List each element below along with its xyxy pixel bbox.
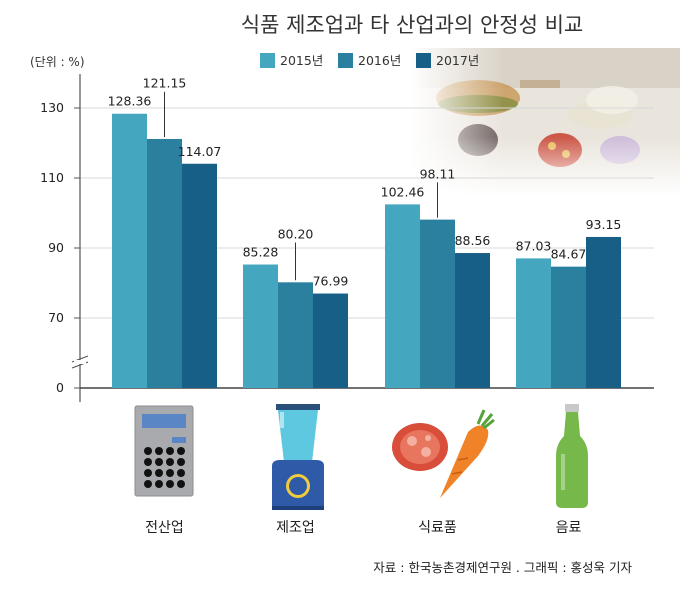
category-labels: 전산업 제조업 식료품 음료 <box>145 520 581 536</box>
legend-label: 2015년 <box>280 53 323 68</box>
bar-2016년-전산업 <box>147 138 182 388</box>
category-label: 음료 <box>556 520 582 536</box>
calculator-icon <box>134 405 194 497</box>
y-tick-label: 130 <box>40 100 64 115</box>
legend-swatch <box>260 53 275 68</box>
value-label: 84.67 <box>551 247 587 262</box>
y-axis-ticks: 0 70 90 110 130 <box>40 100 80 395</box>
bar-2015년-전산업 <box>112 113 147 389</box>
bar-2017년-음료 <box>586 236 621 388</box>
category-label: 전산업 <box>145 520 184 536</box>
food-photo-decoration <box>410 48 680 196</box>
bar-2016년-음료 <box>551 266 586 388</box>
legend-label: 2017년 <box>436 53 479 68</box>
bars <box>112 113 621 389</box>
value-label: 121.15 <box>143 76 187 91</box>
value-label: 98.11 <box>420 166 456 181</box>
value-callouts <box>164 91 438 281</box>
y-tick-label: 90 <box>48 240 64 255</box>
bottle-icon <box>556 404 588 508</box>
axis-break-mark <box>71 355 89 369</box>
bar-2017년-전산업 <box>182 163 217 388</box>
value-label: 128.36 <box>108 94 152 109</box>
bar-2015년-제조업 <box>243 264 278 388</box>
value-label: 87.03 <box>516 238 552 253</box>
source-note: 자료 : 한국농촌경제연구원 . 그래픽 : 홍성욱 기자 <box>373 560 632 575</box>
y-tick-label: 110 <box>40 170 64 185</box>
value-labels: 128.36 121.15 114.07 85.28 80.20 76.99 102.46 9… <box>108 76 622 289</box>
bar-2015년-식료품 <box>385 204 420 388</box>
y-tick-label: 70 <box>48 310 64 325</box>
unit-label: (단위 : %) <box>30 55 85 69</box>
value-label: 102.46 <box>381 184 425 199</box>
value-label: 88.56 <box>455 233 491 248</box>
bar-2017년-식료품 <box>455 253 490 388</box>
legend-swatch <box>338 53 353 68</box>
blender-icon <box>272 404 324 510</box>
bar-2016년-제조업 <box>278 282 313 388</box>
bar-2015년-음료 <box>516 258 551 388</box>
legend-label: 2016년 <box>358 53 401 68</box>
bar-2017년-제조업 <box>313 293 348 388</box>
category-label: 식료품 <box>418 520 457 536</box>
chart-title: 식품 제조업과 타 산업과의 안정성 비교 <box>241 13 584 37</box>
value-label: 93.15 <box>586 217 622 232</box>
legend: 2015년 2016년 2017년 <box>260 53 479 68</box>
value-label: 76.99 <box>313 274 349 289</box>
value-label: 85.28 <box>243 245 279 260</box>
legend-swatch <box>416 53 431 68</box>
value-label: 80.20 <box>278 227 314 242</box>
bar-2016년-식료품 <box>420 219 455 388</box>
category-label: 제조업 <box>276 520 315 536</box>
y-tick-label: 0 <box>56 380 64 395</box>
meat-and-carrot-icon <box>392 409 495 498</box>
value-label: 114.07 <box>178 144 222 159</box>
